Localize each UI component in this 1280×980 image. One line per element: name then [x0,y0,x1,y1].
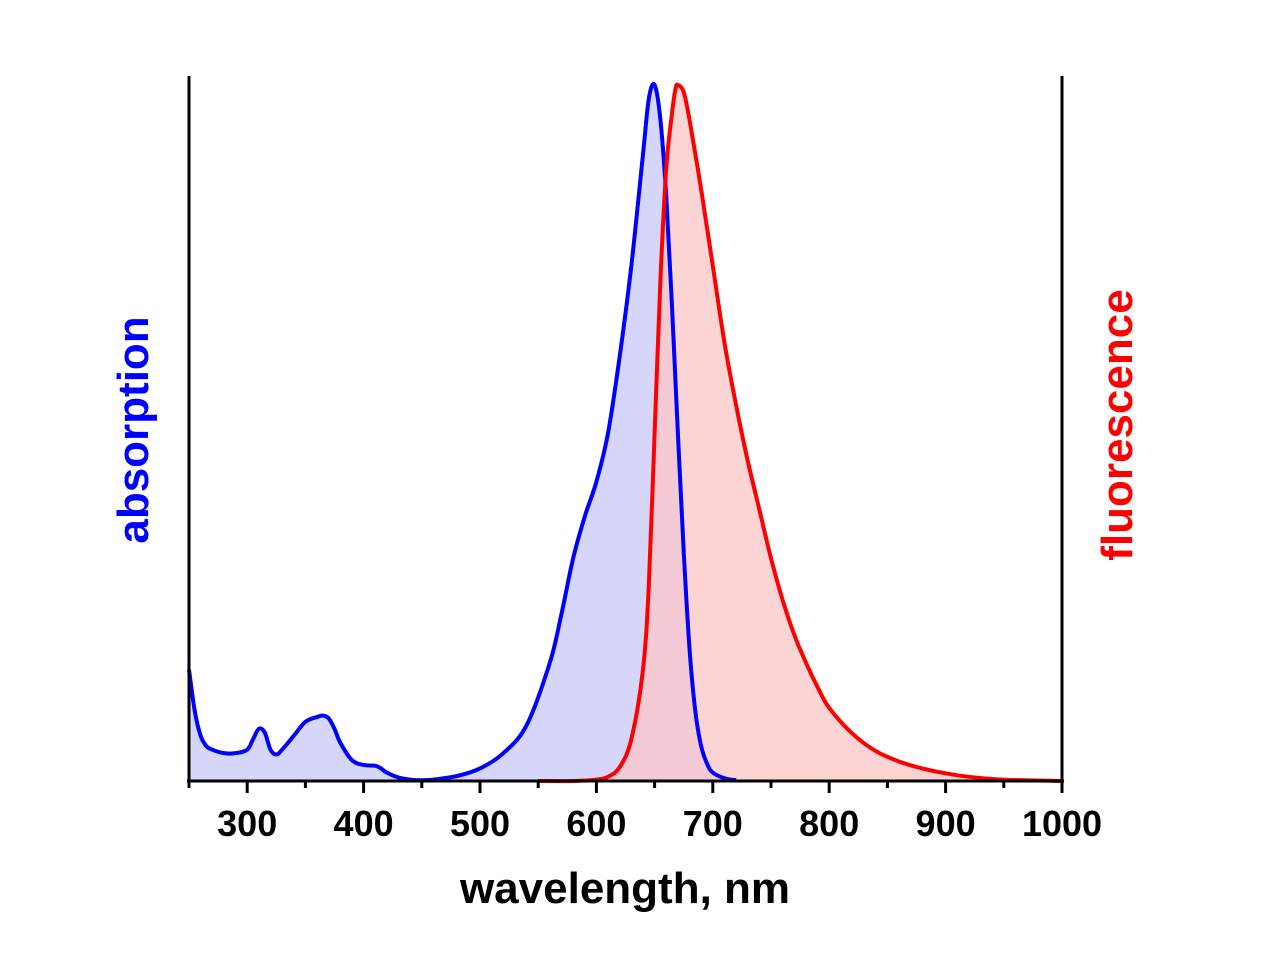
absorption-area [189,83,737,781]
right-y-axis-title: fluorescence [1093,289,1142,560]
x-tick-label: 500 [450,803,510,844]
x-tick-label: 700 [683,803,743,844]
fluorescence-line [538,82,1063,784]
x-tick-label: 600 [566,803,626,844]
x-axis-ticks [187,781,1064,793]
x-axis-title: wavelength, nm [459,864,790,913]
series-fills [189,83,1062,782]
left-y-axis-title: absorption [109,316,158,543]
x-axis-tick-labels: 300 400 500 600 700 800 900 1000 [217,803,1102,844]
x-tick-label: 800 [799,803,859,844]
x-tick-label: 400 [334,803,394,844]
x-tick-label: 900 [916,803,976,844]
x-tick-label: 300 [217,803,277,844]
x-tick-label: 1000 [1022,803,1102,844]
